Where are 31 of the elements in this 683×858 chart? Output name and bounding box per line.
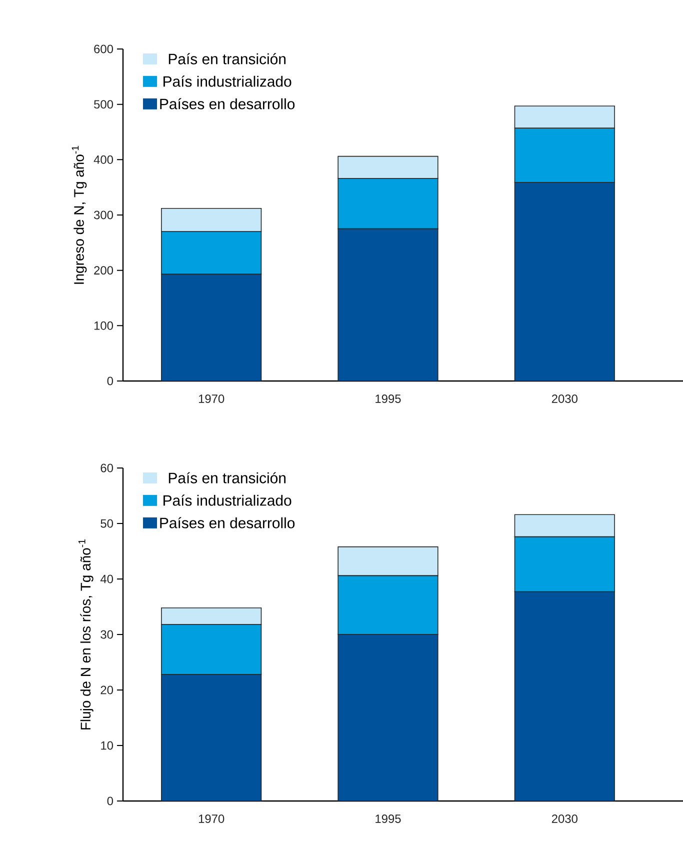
y-tick-label: 40 (100, 574, 114, 584)
y-tick-label: 100 (94, 321, 114, 330)
y-tick-label: 300 (94, 210, 114, 220)
y-axis-title: Flujo de N en los ríos, Tg año$^{-1}$ (78, 539, 94, 730)
y-tick-label: 200 (94, 266, 114, 275)
y-tick-label: 400 (94, 155, 114, 164)
y-tick-label: 0 (107, 796, 114, 806)
x-tick-label: 1995 (376, 394, 401, 403)
y-tick-label: 0 (107, 376, 114, 386)
y-axis-title: Ingreso de N, Tg año$^{-1}$ (72, 146, 87, 284)
legend-label: País en transición (168, 472, 286, 484)
y-tick-label: 600 (94, 44, 114, 54)
y-tick-label: 50 (100, 519, 114, 528)
x-tick-label: 1970 (198, 814, 224, 823)
bar (338, 228, 438, 381)
legend-label: Países en desarrollo (160, 517, 295, 528)
x-tick-label: 1970 (198, 394, 224, 403)
y-tick-label: 500 (94, 100, 114, 109)
legend-label: País industrializado (164, 494, 292, 506)
y-tick-label: 60 (100, 464, 114, 472)
bar (514, 182, 615, 381)
x-tick-label: 2030 (552, 394, 578, 403)
legend-label: Países en desarrollo (160, 98, 295, 110)
y-tick-label: 10 (101, 741, 114, 750)
bar (161, 274, 262, 381)
legend-label: País industrializado (164, 76, 292, 87)
x-tick-label: 1995 (376, 814, 401, 823)
x-tick-label: 2030 (552, 814, 578, 823)
y-tick-label: 30 (100, 630, 114, 639)
legend-label: País en transición (168, 53, 286, 64)
y-tick-label: 20 (100, 686, 114, 694)
